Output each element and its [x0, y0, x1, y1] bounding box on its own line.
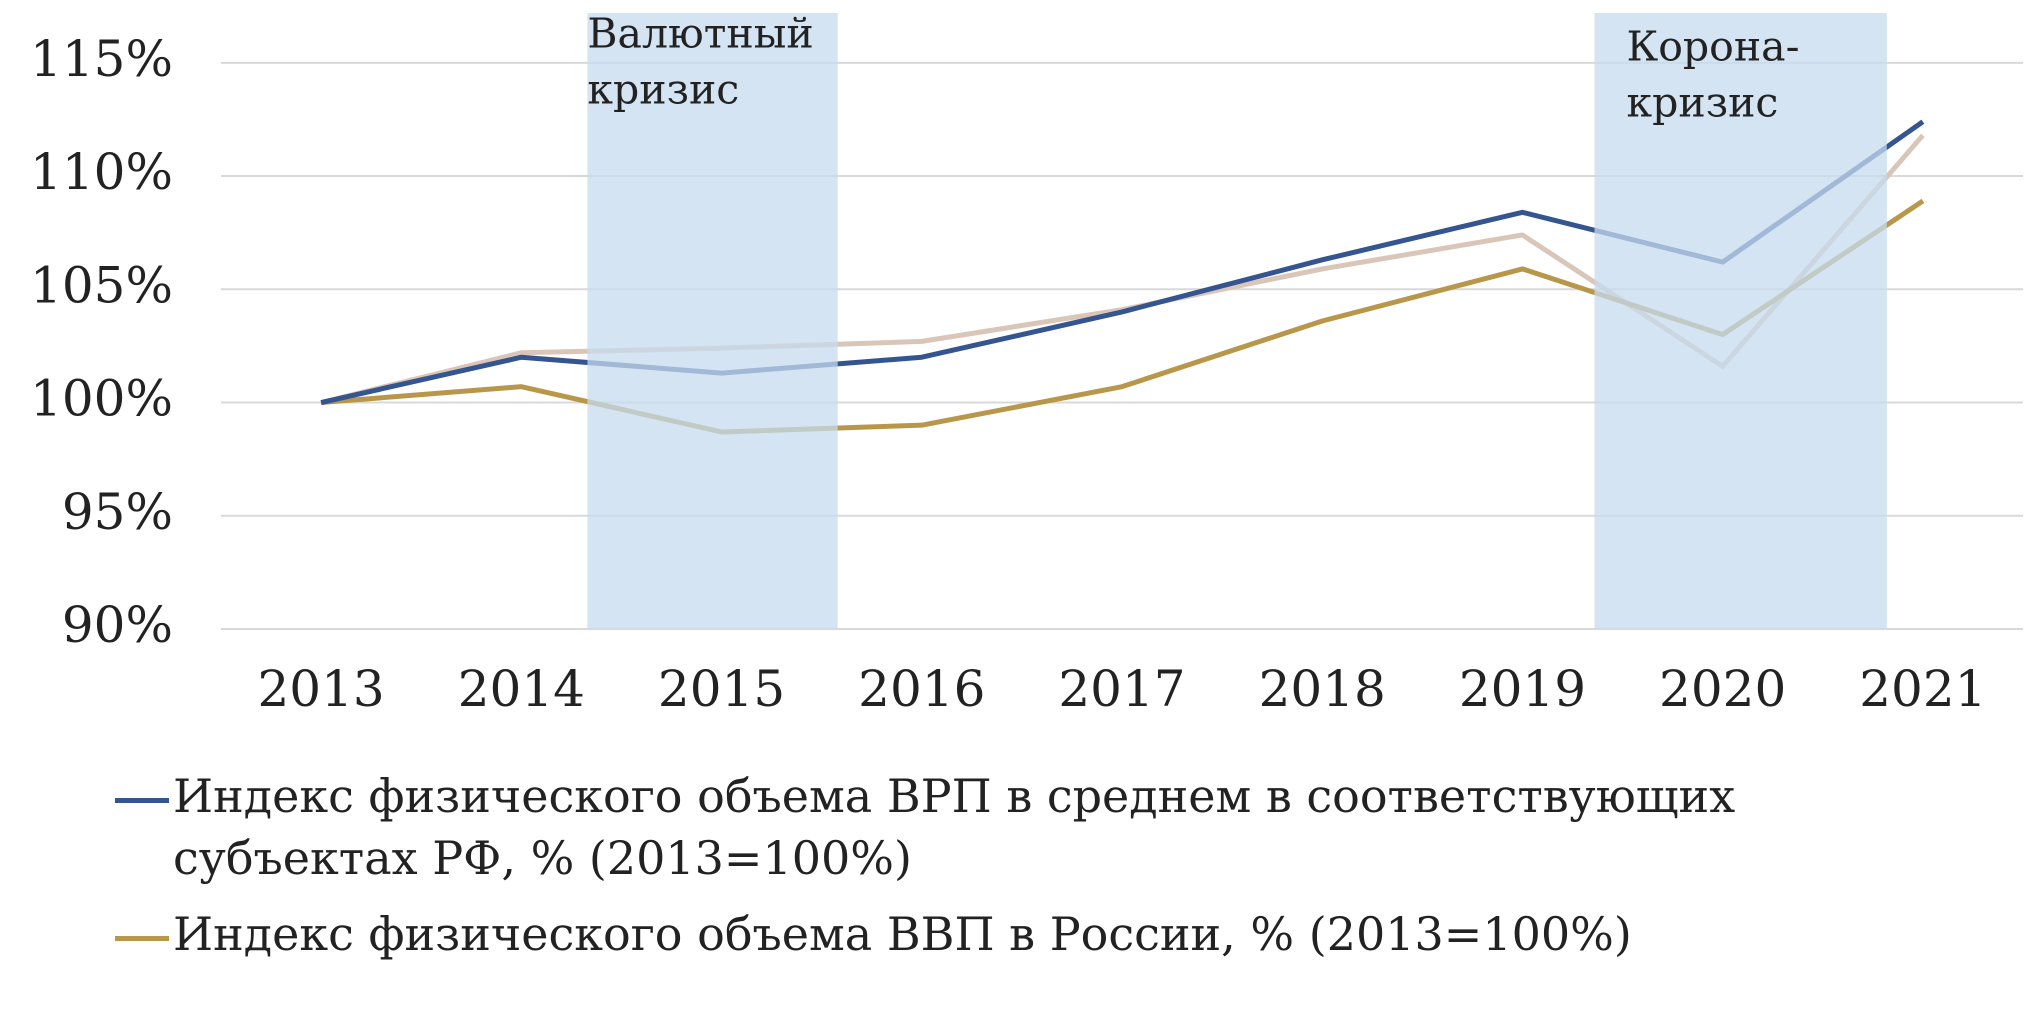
- band-label: кризис: [1627, 79, 1779, 127]
- x-tick-label: 2017: [1058, 660, 1185, 718]
- x-tick-label: 2020: [1659, 660, 1786, 718]
- x-tick-label: 2019: [1459, 660, 1586, 718]
- legend-item: Индекс физического объема ВВП в России, …: [115, 903, 1975, 965]
- legend-label: Индекс физического объема ВВП в России, …: [173, 907, 1632, 961]
- x-tick-label: 2014: [458, 660, 585, 718]
- legend-swatch: [115, 798, 169, 803]
- band-label: кризис: [587, 66, 739, 114]
- band-label: Валютный: [587, 10, 813, 58]
- legend-swatch: [115, 936, 169, 941]
- y-tick-label: 110%: [30, 143, 173, 201]
- x-tick-label: 2021: [1859, 660, 1986, 718]
- y-tick-label: 100%: [30, 370, 173, 428]
- legend-item: Индекс физического объема ВРП в среднем …: [115, 765, 1975, 889]
- x-tick-label: 2016: [858, 660, 985, 718]
- x-tick-label: 2015: [658, 660, 785, 718]
- legend-label: Индекс физического объема ВРП в среднем …: [173, 769, 1736, 885]
- y-tick-label: 95%: [62, 483, 173, 541]
- legend: Индекс физического объема ВРП в среднем …: [115, 765, 1975, 979]
- crisis-band: [1594, 13, 1887, 629]
- y-tick-label: 90%: [62, 596, 173, 654]
- band-label: Корона-: [1627, 23, 1800, 71]
- crisis-band: [587, 13, 838, 629]
- x-tick-label: 2018: [1259, 660, 1386, 718]
- y-tick-label: 105%: [30, 256, 173, 314]
- x-tick-label: 2013: [257, 660, 384, 718]
- y-tick-label: 115%: [30, 30, 173, 88]
- plot: 90% 95% 100% 105% 110% 115% 2013 2014 2015 2016 20…: [30, 10, 2023, 718]
